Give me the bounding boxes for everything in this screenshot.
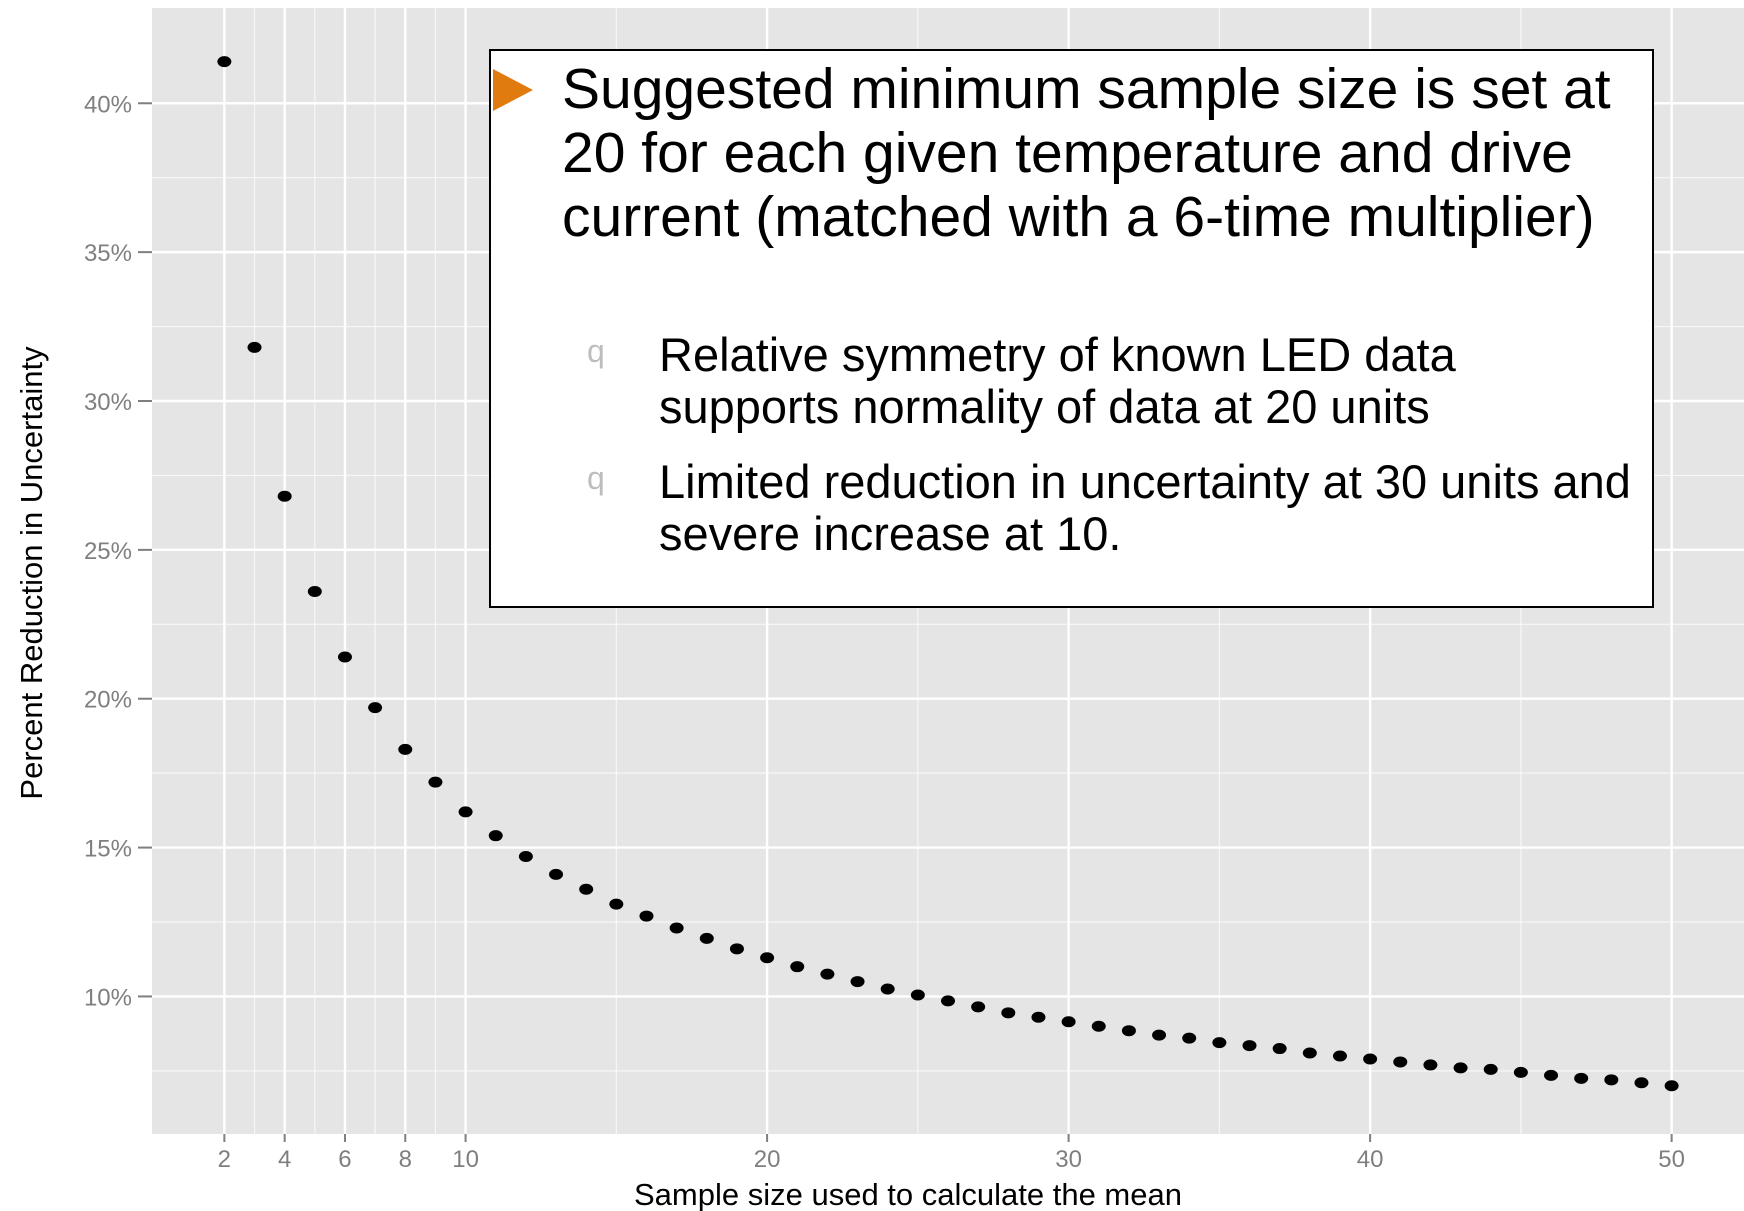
sub-bullet-text: Limited reduction in uncertainty at 30 u… — [659, 455, 1631, 560]
y-tick-label: 35% — [84, 240, 132, 267]
data-point — [1483, 1063, 1498, 1075]
y-tick-label: 10% — [84, 984, 132, 1011]
data-point — [1212, 1037, 1227, 1049]
data-point — [247, 341, 262, 353]
data-point — [609, 898, 624, 910]
sub-bullet-text: Relative symmetry of known LED data supp… — [659, 328, 1456, 433]
data-point — [1544, 1069, 1559, 1081]
data-point — [277, 490, 292, 502]
callout-box: Suggested minimum sample size is set at … — [489, 49, 1654, 608]
data-point — [820, 968, 835, 980]
data-point — [458, 806, 473, 818]
x-axis-title: Sample size used to calculate the mean — [634, 1177, 1182, 1211]
data-point — [518, 851, 533, 863]
y-axis: 10% 15% 20% 25% 30% 35% 40% — [84, 91, 152, 1011]
data-point — [1423, 1059, 1438, 1071]
data-point — [1363, 1053, 1378, 1065]
y-tick-label: 15% — [84, 836, 132, 863]
data-point — [579, 883, 594, 895]
data-point — [760, 952, 775, 964]
y-axis-title: Percent Reduction in Uncertainty — [14, 346, 49, 800]
x-tick-label: 40 — [1357, 1146, 1384, 1173]
data-point — [1182, 1032, 1197, 1044]
data-point — [1272, 1043, 1287, 1055]
x-tick-label: 20 — [754, 1146, 781, 1173]
x-tick-label: 30 — [1055, 1146, 1082, 1173]
y-tick-label: 40% — [84, 91, 132, 118]
data-point — [307, 586, 322, 598]
y-tick-label: 30% — [84, 389, 132, 416]
data-point — [850, 976, 865, 988]
data-point — [669, 922, 684, 934]
data-point — [699, 932, 714, 944]
main-bullet-text: Suggested minimum sample size is set at … — [562, 57, 1611, 249]
x-tick-label: 10 — [452, 1146, 479, 1173]
data-point — [398, 743, 413, 755]
data-point — [549, 868, 564, 880]
x-tick-label: 2 — [218, 1146, 231, 1173]
data-point — [368, 702, 383, 714]
x-tick-label: 6 — [338, 1146, 351, 1173]
x-tick-label: 8 — [399, 1146, 412, 1173]
data-point — [1121, 1025, 1136, 1037]
y-tick-label: 20% — [84, 687, 132, 714]
data-point — [1061, 1016, 1076, 1028]
data-point — [1091, 1020, 1106, 1032]
data-point — [1242, 1040, 1257, 1052]
data-point — [1453, 1062, 1468, 1074]
data-point — [1634, 1077, 1649, 1089]
data-point — [729, 943, 744, 955]
sub-bullet-marker-icon: q — [587, 333, 605, 369]
data-point — [337, 651, 352, 663]
data-point — [1332, 1050, 1347, 1062]
data-point — [428, 776, 443, 788]
data-point — [1604, 1074, 1619, 1086]
data-point — [217, 56, 232, 68]
sub-bullet-marker-icon: q — [587, 460, 605, 496]
x-tick-label: 50 — [1658, 1146, 1685, 1173]
data-points — [217, 56, 1679, 1092]
data-point — [1001, 1007, 1016, 1019]
data-point — [488, 830, 503, 842]
data-point — [1031, 1011, 1046, 1023]
data-point — [880, 983, 895, 995]
data-point — [1302, 1047, 1317, 1059]
data-point — [1513, 1066, 1528, 1078]
x-axis: 2 4 6 8 10 20 30 40 50 — [218, 1134, 1685, 1173]
data-point — [1574, 1072, 1589, 1084]
data-point — [1393, 1056, 1408, 1068]
x-tick-label: 4 — [278, 1146, 291, 1173]
data-point — [971, 1001, 986, 1013]
data-point — [910, 989, 925, 1001]
data-point — [639, 910, 654, 922]
y-tick-label: 25% — [84, 538, 132, 565]
play-triangle-icon — [493, 69, 533, 111]
data-point — [1152, 1029, 1167, 1041]
data-point — [941, 995, 955, 1007]
data-point — [1664, 1080, 1679, 1092]
data-point — [790, 961, 805, 973]
